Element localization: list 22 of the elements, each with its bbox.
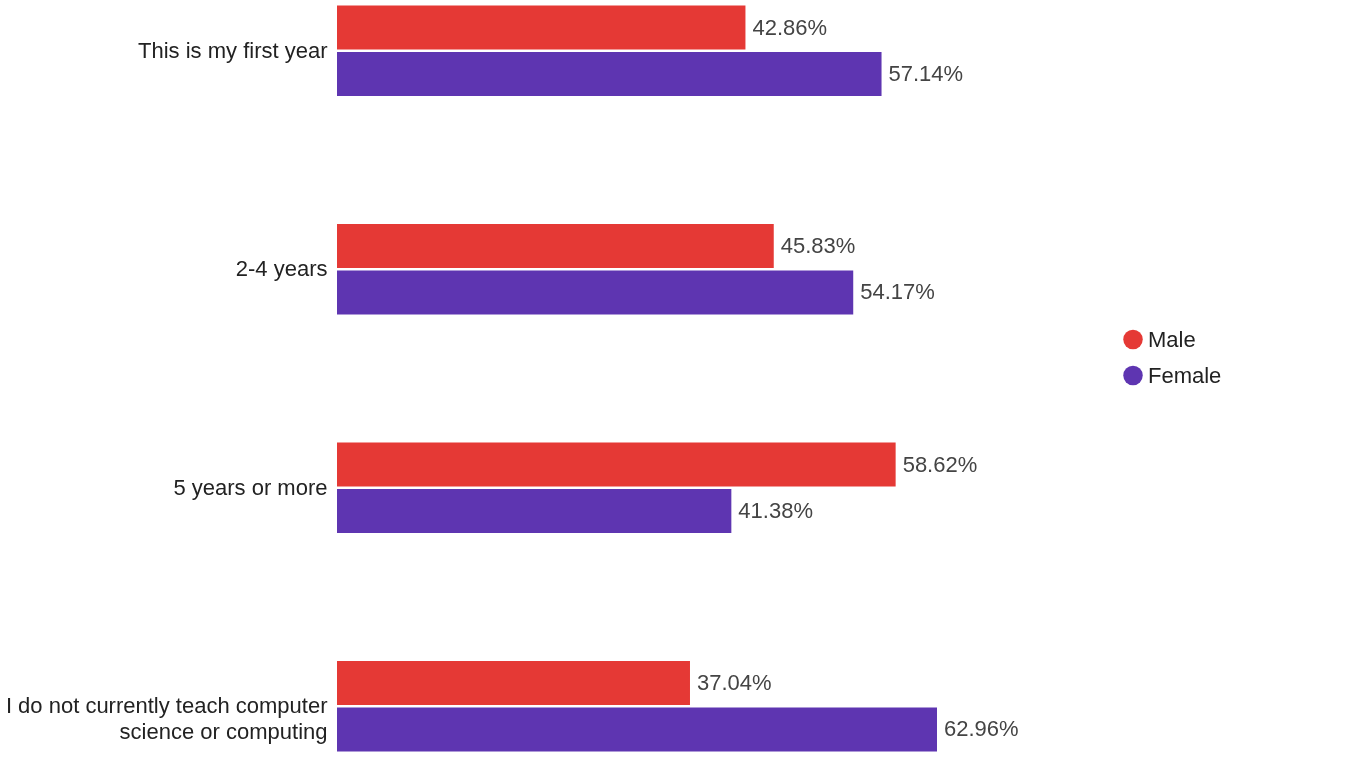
data-label: 37.04% (696, 670, 772, 696)
bar (337, 707, 937, 752)
y-tick-label: I do not currently teach computer science or computing (5, 693, 328, 745)
data-label: 42.86% (752, 14, 828, 40)
bar (337, 224, 774, 269)
y-tick-label: 5 years or more (173, 474, 328, 500)
data-label: 45.83% (780, 233, 856, 259)
bar (337, 270, 854, 315)
bar (337, 661, 690, 706)
y-tick-label: 2-4 years (235, 256, 328, 282)
legend-label: Male (1148, 326, 1196, 352)
data-label: 41.38% (738, 497, 813, 523)
bar (337, 5, 746, 50)
bar (337, 442, 896, 487)
data-label: 62.96% (944, 716, 1019, 742)
data-label: 58.62% (902, 451, 978, 477)
bar (337, 51, 882, 96)
data-label: 54.17% (860, 279, 935, 305)
data-label: 57.14% (888, 60, 964, 86)
legend-label: Female (1148, 362, 1222, 388)
bar (337, 488, 732, 533)
y-tick-label: This is my first year (138, 37, 328, 63)
